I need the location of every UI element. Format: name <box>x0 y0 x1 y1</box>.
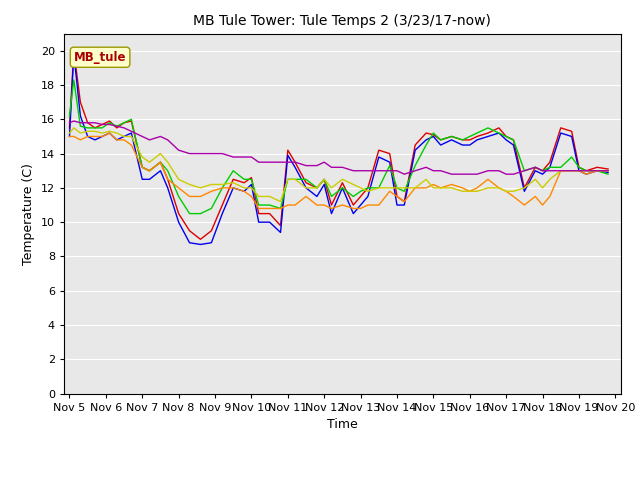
Title: MB Tule Tower: Tule Temps 2 (3/23/17-now): MB Tule Tower: Tule Temps 2 (3/23/17-now… <box>193 14 492 28</box>
Text: MB_tule: MB_tule <box>74 51 126 64</box>
X-axis label: Time: Time <box>327 418 358 431</box>
Y-axis label: Temperature (C): Temperature (C) <box>22 163 35 264</box>
